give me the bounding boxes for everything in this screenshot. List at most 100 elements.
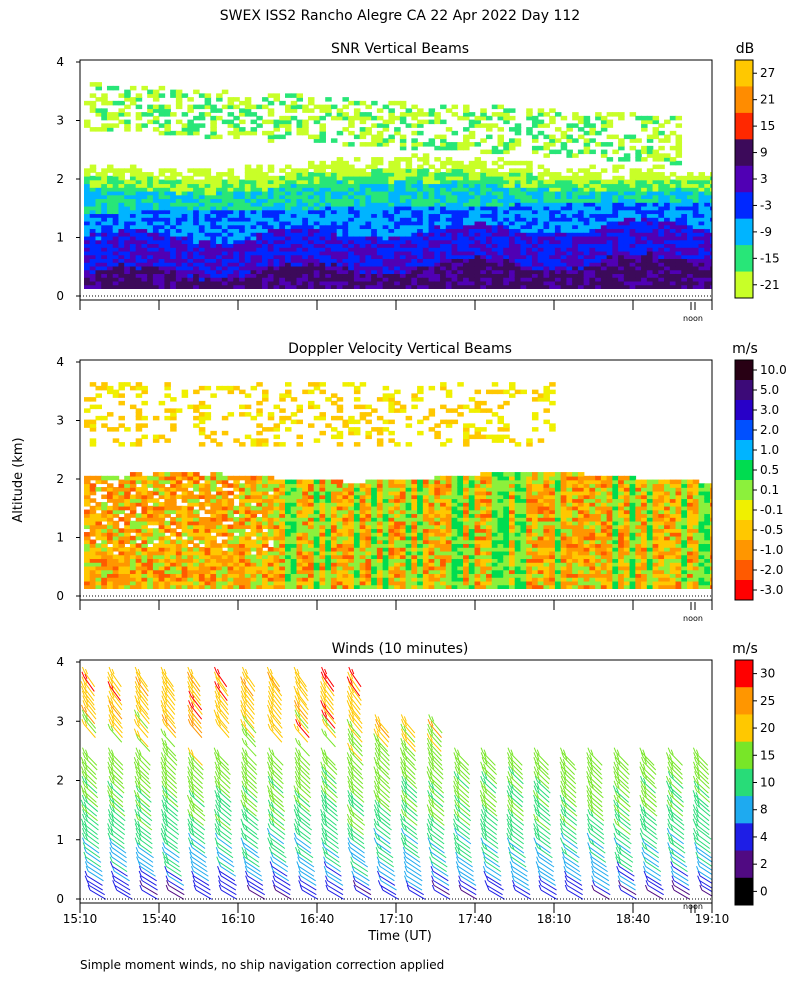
snr-cell (618, 265, 625, 271)
snr-cell (319, 269, 326, 275)
doppler-cell (129, 554, 137, 560)
snr-cell (325, 205, 332, 211)
snr-cell (618, 164, 625, 170)
snr-cell (520, 168, 527, 173)
snr-cell (491, 235, 499, 241)
snr-cell (158, 213, 166, 218)
snr-cell (382, 205, 390, 211)
snr-cell (371, 209, 378, 215)
snr-cell (629, 172, 637, 177)
snr-cell (491, 205, 499, 211)
snr-cell (566, 168, 573, 173)
snr-cell (486, 273, 493, 278)
snr-cell (704, 224, 711, 230)
snr-cell (129, 243, 137, 248)
snr-cell (664, 217, 671, 222)
snr-cell (417, 108, 424, 113)
snr-cell (710, 250, 712, 256)
snr-cell (290, 194, 298, 200)
snr-cell (101, 250, 108, 256)
snr-cell (267, 164, 275, 170)
snr-cell (595, 239, 602, 245)
snr-cell (112, 194, 120, 200)
snr-cell (216, 183, 223, 188)
snr-cell (296, 187, 303, 192)
snr-cell (451, 284, 459, 290)
snr-cell (681, 235, 688, 241)
doppler-cell (170, 550, 177, 556)
snr-cell (399, 198, 407, 203)
snr-cell (543, 145, 550, 151)
doppler-cell (204, 584, 212, 590)
snr-cell (256, 254, 263, 260)
snr-cell (204, 104, 212, 110)
snr-cell (273, 254, 281, 260)
snr-cell (405, 209, 413, 215)
snr-cell (618, 183, 625, 188)
snr-cell (152, 217, 160, 222)
snr-cell (89, 280, 97, 286)
snr-cell (118, 269, 125, 275)
doppler-cell (193, 584, 200, 590)
doppler-cell (129, 573, 137, 578)
snr-cell (710, 232, 712, 237)
snr-cell (646, 232, 654, 237)
snr-cell (623, 269, 631, 275)
snr-cell (244, 254, 252, 260)
snr-cell (95, 250, 102, 256)
snr-cell (503, 243, 510, 248)
snr-cell (325, 265, 332, 271)
doppler-cell (106, 498, 114, 503)
snr-cell (526, 254, 533, 260)
snr-cell (583, 235, 591, 241)
snr-cell (175, 202, 183, 207)
snr-cell (112, 262, 120, 267)
snr-cell (118, 243, 125, 248)
snr-cell (89, 247, 97, 252)
snr-cell (135, 172, 143, 177)
snr-cell (193, 243, 200, 248)
snr-cell (342, 269, 349, 275)
doppler-cell (89, 517, 97, 522)
snr-cell (267, 273, 275, 278)
snr-cell (89, 127, 97, 132)
doppler-cell (112, 584, 120, 590)
snr-cell (262, 269, 269, 275)
snr-cell (440, 142, 447, 147)
snr-cell (106, 115, 114, 121)
snr-cell (365, 112, 372, 117)
doppler-cell (210, 569, 217, 575)
snr-cell (198, 220, 206, 226)
snr-cell (112, 224, 120, 230)
doppler-cell (95, 385, 102, 391)
snr-cell (405, 273, 413, 278)
snr-cell (399, 280, 407, 286)
snr-cell (244, 190, 252, 196)
snr-cell (531, 209, 539, 215)
snr-cell (296, 123, 303, 128)
doppler-cell (147, 573, 154, 578)
doppler-cell (84, 517, 91, 522)
snr-cell (330, 115, 338, 121)
snr-cell (704, 243, 711, 248)
snr-cell (106, 243, 114, 248)
snr-cell (399, 187, 407, 192)
snr-cell (572, 183, 579, 188)
snr-cell (577, 213, 585, 218)
snr-cell (216, 179, 223, 185)
snr-cell (520, 217, 527, 222)
snr-cell (411, 220, 418, 226)
snr-cell (204, 168, 212, 173)
snr-cell (296, 254, 303, 260)
snr-cell (285, 224, 292, 230)
snr-cell (244, 239, 252, 245)
snr-cell (422, 172, 430, 177)
snr-cell (514, 258, 522, 263)
snr-cell (239, 232, 246, 237)
snr-cell (359, 115, 367, 121)
doppler-cell (152, 584, 160, 590)
snr-cell (267, 209, 275, 215)
snr-cell (313, 250, 321, 256)
snr-cell (508, 108, 516, 113)
doppler-cell (118, 554, 125, 560)
